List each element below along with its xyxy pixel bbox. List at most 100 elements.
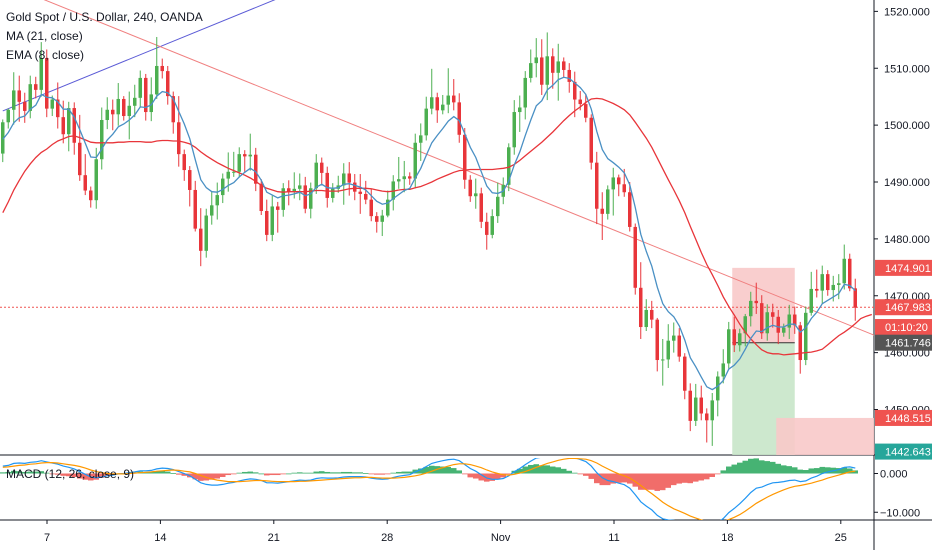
candle-body bbox=[815, 288, 819, 291]
histogram-bar bbox=[742, 460, 748, 474]
candle-body bbox=[611, 177, 615, 190]
candle-body bbox=[270, 206, 274, 235]
histogram-bar bbox=[594, 473, 600, 484]
candle-body bbox=[595, 162, 599, 209]
candle-body bbox=[837, 283, 841, 285]
candle bbox=[490, 209, 494, 239]
candle-body bbox=[254, 154, 258, 184]
histogram-bar bbox=[330, 472, 336, 474]
time-tick-label: 18 bbox=[721, 532, 733, 544]
candle-body bbox=[358, 191, 362, 194]
candle-body bbox=[463, 134, 467, 180]
histogram-bar bbox=[808, 468, 814, 474]
ma-21-line bbox=[2, 97, 872, 356]
candle bbox=[666, 324, 670, 368]
candle-body bbox=[56, 99, 60, 118]
histogram-bar bbox=[704, 473, 710, 480]
candle-body bbox=[628, 192, 632, 227]
candle-body bbox=[820, 274, 824, 291]
candle-body bbox=[303, 185, 307, 209]
candle bbox=[732, 316, 736, 353]
histogram-bar bbox=[181, 473, 187, 476]
chart-legend: Gold Spot / U.S. Dollar, 240, OANDA MA (… bbox=[6, 8, 203, 65]
candle bbox=[160, 58, 164, 79]
candle bbox=[122, 96, 126, 121]
candle-body bbox=[287, 188, 291, 192]
candle-body bbox=[177, 122, 181, 155]
histogram-bar bbox=[38, 471, 44, 474]
candle-body bbox=[144, 77, 148, 113]
candle-body bbox=[210, 205, 214, 216]
candle bbox=[485, 212, 489, 250]
candle bbox=[116, 83, 120, 126]
candle-body bbox=[347, 173, 351, 183]
histogram-bar bbox=[643, 473, 649, 490]
histogram-bar bbox=[66, 473, 72, 477]
candle bbox=[243, 150, 247, 173]
time-tick-label: 21 bbox=[268, 532, 280, 544]
histogram-bar bbox=[588, 473, 594, 479]
histogram-bar bbox=[60, 473, 66, 476]
candle bbox=[364, 180, 368, 205]
histogram-bar bbox=[533, 464, 539, 474]
candle bbox=[155, 36, 159, 99]
candle bbox=[23, 92, 27, 123]
candle bbox=[479, 187, 483, 229]
candle bbox=[6, 108, 10, 129]
candle bbox=[633, 223, 637, 295]
candle bbox=[386, 190, 390, 218]
histogram-bar bbox=[665, 473, 671, 488]
histogram-bar bbox=[836, 468, 842, 474]
candle bbox=[677, 328, 681, 362]
histogram-bar bbox=[577, 473, 583, 475]
candle bbox=[683, 353, 687, 400]
candle-body bbox=[105, 109, 109, 121]
histogram-bar bbox=[506, 473, 512, 475]
candle-body bbox=[650, 309, 654, 320]
candle-body bbox=[567, 69, 571, 82]
candle-body bbox=[617, 177, 621, 185]
histogram-bar bbox=[786, 466, 792, 474]
candle bbox=[133, 84, 137, 118]
candle-body bbox=[716, 376, 720, 401]
histogram-bar bbox=[264, 473, 270, 476]
candle bbox=[83, 154, 87, 196]
histogram-bar bbox=[638, 473, 644, 490]
candle-body bbox=[221, 178, 225, 196]
candle-body bbox=[364, 193, 368, 200]
candle bbox=[595, 151, 599, 225]
candle-body bbox=[188, 170, 192, 190]
candle-body bbox=[457, 102, 461, 135]
candle-body bbox=[606, 189, 610, 214]
candle bbox=[523, 71, 527, 120]
candle bbox=[353, 174, 357, 201]
candle-body bbox=[111, 109, 115, 115]
candle bbox=[232, 151, 236, 177]
chart-title: Gold Spot / U.S. Dollar, 240, OANDA bbox=[6, 10, 203, 24]
candle bbox=[182, 149, 186, 181]
candle bbox=[496, 182, 500, 223]
candle-body bbox=[661, 359, 665, 361]
candle bbox=[430, 68, 434, 115]
candle bbox=[369, 189, 373, 222]
histogram-bar bbox=[93, 473, 99, 480]
candle bbox=[34, 76, 38, 99]
histogram-bar bbox=[841, 467, 847, 474]
candle bbox=[56, 82, 60, 129]
histogram-bar bbox=[654, 473, 660, 491]
price-tag-label: 1448.515 bbox=[885, 413, 931, 425]
ema-8-line bbox=[2, 76, 856, 391]
candle-body bbox=[138, 77, 142, 98]
time-tick-label: 25 bbox=[835, 532, 847, 544]
histogram-bar bbox=[379, 473, 385, 475]
candle bbox=[815, 269, 819, 298]
histogram-bar bbox=[847, 468, 853, 474]
candle-body bbox=[749, 300, 753, 317]
candle-body bbox=[573, 81, 577, 100]
candle-body bbox=[699, 397, 703, 414]
histogram-bar bbox=[341, 471, 347, 474]
candle bbox=[611, 167, 615, 216]
histogram-bar bbox=[396, 471, 402, 474]
